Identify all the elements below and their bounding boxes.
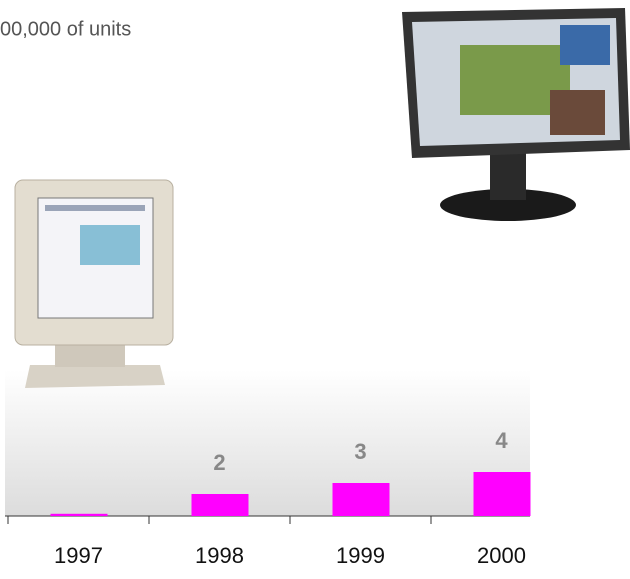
x-tick-label: 1997 [54,543,103,568]
x-tick-label: 2000 [477,543,526,568]
data-label: 2 [213,450,225,475]
bar [474,472,531,516]
bar [192,494,249,516]
chart: 00,000 of units 1997 1998 2 1999 3 2000 4 [0,0,630,579]
chart-title: 00,000 of units [0,18,131,40]
data-label: 4 [495,428,508,453]
x-tick-label: 1998 [195,543,244,568]
lcd-monitor-image [402,8,630,221]
x-tick-label: 1999 [336,543,385,568]
bar [333,483,390,516]
plot-band [5,370,530,516]
bar [51,514,108,516]
data-label: 3 [354,439,366,464]
crt-monitor-image [15,180,173,388]
